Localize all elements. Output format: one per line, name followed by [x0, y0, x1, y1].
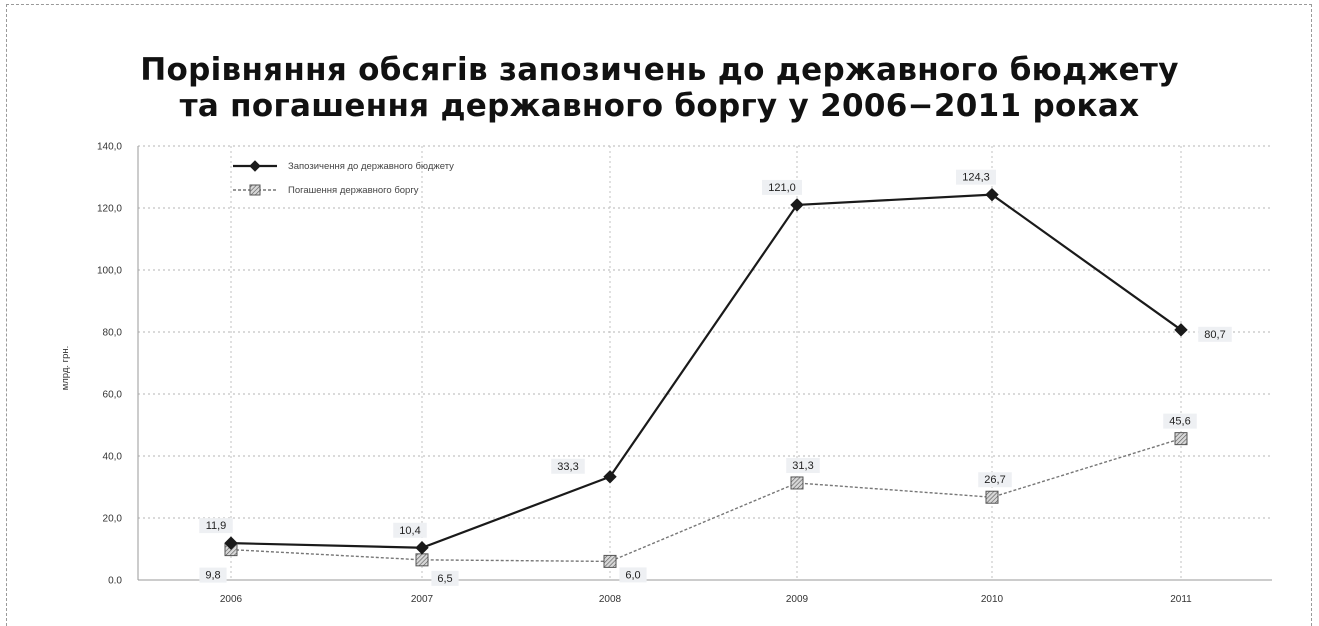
data-label-borrowing-box	[393, 522, 427, 538]
data-label-borrowing: 124,3	[962, 172, 990, 184]
data-label-debt-repayment: 6,5	[437, 573, 452, 585]
y-axis-label: млрд. грн.	[60, 346, 71, 391]
data-label-debt-repayment: 45,6	[1169, 416, 1190, 428]
marker-borrowing	[985, 187, 999, 202]
x-tick-label: 2009	[786, 594, 809, 605]
data-label-layer: 11,9 10,4 33,3 121,0 124,3 80,7 9,8 6,5 6,0 31,3 2…	[199, 169, 1232, 586]
chart-title: Порівняння обсягів запозичень до державн…	[0, 52, 1319, 124]
data-label-borrowing-box	[956, 169, 996, 185]
x-tick-label: 2007	[411, 594, 434, 605]
legend-marker-debt-repayment	[249, 184, 261, 196]
marker-debt-repayment	[1174, 432, 1188, 446]
data-label-debt-repayment-box	[978, 472, 1012, 488]
data-label-debt-repayment: 6,0	[625, 569, 640, 581]
data-label-borrowing-box	[551, 458, 585, 474]
data-label-debt-repayment: 26,7	[984, 474, 1005, 486]
marker-borrowing	[1174, 323, 1188, 337]
series-line-borrowing	[230, 193, 1182, 549]
legend: Запозичення до державного бюджету Погашен…	[233, 160, 454, 196]
legend-label-debt-repayment: Погашення державного боргу	[288, 185, 419, 196]
y-tick-label: 120,0	[97, 204, 122, 215]
y-tick-label: 0.0	[108, 576, 122, 587]
marker-borrowing	[603, 470, 617, 484]
data-label-debt-repayment-box	[619, 567, 647, 583]
marker-borrowing	[224, 536, 238, 550]
legend-marker-borrowing	[249, 160, 261, 172]
data-label-debt-repayment: 9,8	[205, 570, 220, 582]
y-tick-label: 40,0	[103, 452, 123, 463]
x-tick-label: 2010	[981, 594, 1004, 605]
marker-debt-repayment	[985, 490, 999, 504]
y-tick-label: 20,0	[103, 514, 123, 525]
data-label-borrowing-box	[762, 179, 802, 195]
marker-debt-repayment	[790, 476, 804, 490]
x-tick-label: 2008	[599, 594, 622, 605]
chart-title-line-1: Порівняння обсягів запозичень до державн…	[140, 52, 1179, 88]
marker-borrowing	[790, 198, 804, 212]
data-label-debt-repayment-box	[431, 570, 459, 586]
series-line-debt-repayment	[230, 437, 1182, 563]
marker-borrowing	[415, 541, 429, 555]
data-label-borrowing: 121,0	[768, 182, 796, 194]
x-tick-label: 2006	[220, 594, 243, 605]
series-layer	[224, 187, 1188, 568]
marker-debt-repayment	[603, 554, 617, 568]
x-tick-label: 2011	[1170, 594, 1192, 605]
marker-debt-repayment	[415, 553, 429, 567]
data-label-borrowing: 33,3	[557, 461, 578, 473]
data-label-debt-repayment-box	[199, 567, 227, 583]
data-label-borrowing-box	[199, 518, 233, 534]
data-label-borrowing-box	[1198, 326, 1232, 342]
y-tick-label: 80,0	[103, 328, 123, 339]
chart-title-line-2: та погашення державного боргу у 2006−201…	[179, 88, 1140, 124]
legend-label-borrowing: Запозичення до державного бюджету	[288, 161, 454, 172]
data-label-borrowing: 10,4	[399, 525, 420, 537]
y-tick-label: 100,0	[97, 266, 122, 277]
data-label-debt-repayment-box	[1163, 413, 1197, 429]
grid-layer	[138, 145, 1272, 580]
y-tick-label: 140,0	[97, 142, 122, 153]
chart-frame	[6, 4, 1312, 626]
data-label-borrowing: 80,7	[1204, 329, 1225, 341]
y-tick-label: 60,0	[103, 390, 123, 401]
axis-layer: 0.0 20,0 40,0 60,0 80,0 100,0 120,0 140,0 2006 20…	[97, 142, 1272, 605]
data-label-debt-repayment: 31,3	[792, 460, 813, 472]
data-label-debt-repayment-box	[786, 457, 820, 473]
data-label-borrowing: 11,9	[206, 520, 227, 532]
